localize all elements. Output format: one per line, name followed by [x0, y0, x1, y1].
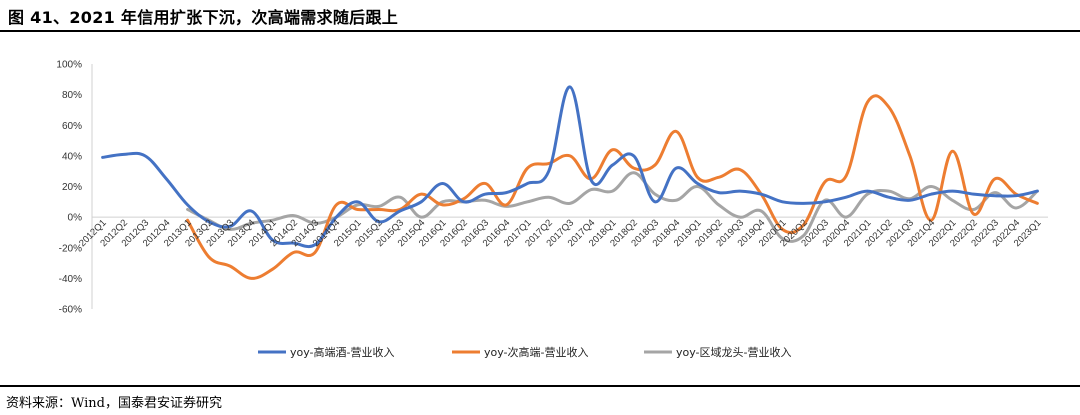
y-tick-label: 100%	[56, 60, 82, 71]
top-rule	[0, 30, 1080, 32]
y-tick-label: -20%	[59, 243, 82, 254]
y-tick-label: -40%	[59, 274, 82, 285]
y-tick-label: 60%	[62, 121, 82, 132]
figure-title: 图 41、2021 年信用扩张下沉，次高端需求随后跟上	[8, 8, 399, 27]
y-tick-label: 40%	[62, 151, 82, 162]
line-chart: 100% 80% 60% 40% 20% 0% -20% -40% -60% 2012Q1201…	[56, 60, 1048, 359]
y-tick-label: 80%	[62, 90, 82, 101]
series-line	[186, 94, 1039, 280]
legend: yoy-高端酒-营业收入 yoy-次高端-营业收入 yoy-区域龙头-营业收入	[258, 345, 792, 359]
axis-layer: 100% 80% 60% 40% 20% 0% -20% -40% -60%	[56, 60, 1048, 316]
series-line	[101, 85, 1039, 249]
y-tick-label: 0%	[68, 213, 83, 224]
bottom-rule	[0, 385, 1080, 387]
legend-label: yoy-高端酒-营业收入	[290, 345, 395, 359]
source-note: 资料来源：Wind，国泰君安证券研究	[6, 396, 222, 411]
y-tick-label: 20%	[62, 182, 82, 193]
legend-label: yoy-次高端-营业收入	[484, 345, 589, 359]
legend-label: yoy-区域龙头-营业收入	[676, 345, 792, 359]
x-tick-labels: 2012Q12012Q22012Q32012Q42013Q12013Q22013…	[77, 217, 1043, 249]
series-layer	[101, 85, 1039, 280]
y-tick-label: -60%	[59, 305, 82, 316]
